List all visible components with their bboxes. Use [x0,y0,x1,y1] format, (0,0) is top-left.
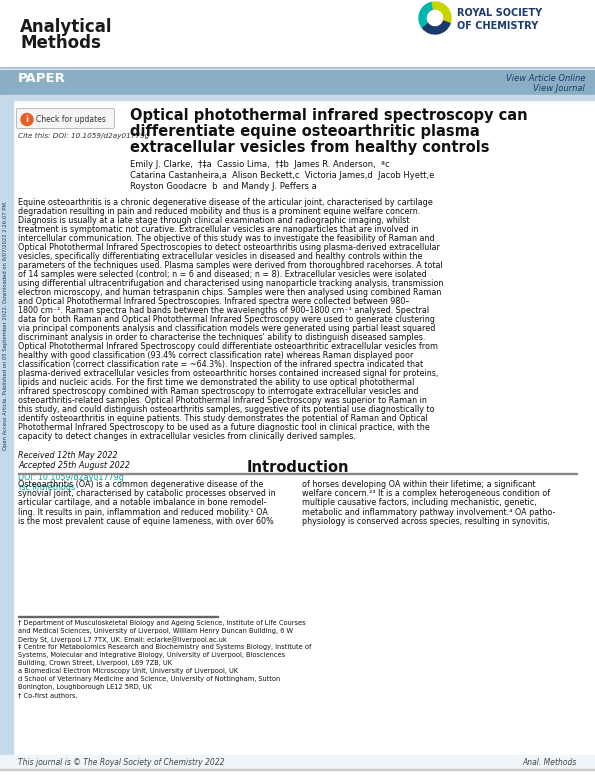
Text: Osteoarthritis (OA) is a common degenerative disease of the: Osteoarthritis (OA) is a common degenera… [18,480,264,489]
Text: † Department of Musculoskeletal Biology and Ageing Science, Institute of Life Co: † Department of Musculoskeletal Biology … [18,620,306,626]
Bar [0,769,595,770]
Text: Accepted 25th August 2022: Accepted 25th August 2022 [18,461,130,470]
Text: Open Access Article. Published on 05 September 2022. Downloaded on 9/07/2022 2:2: Open Access Article. Published on 05 Sep… [4,200,8,449]
Text: of horses developing OA within their lifetime; a significant: of horses developing OA within their lif… [302,480,536,489]
Bar [0,66,595,68]
Text: lipids and nucleic acids. For the first time we demonstrated the ability to use : lipids and nucleic acids. For the first … [18,378,414,387]
Text: Systems, Molecular and Integrative Biology, University of Liverpool, Biosciences: Systems, Molecular and Integrative Biolo… [18,652,285,658]
Text: multiple causative factors, including mechanistic, genetic,: multiple causative factors, including me… [302,498,537,508]
Text: ROYAL SOCIETY: ROYAL SOCIETY [457,8,542,18]
Text: Derby St, Liverpool L7 7TX, UK. Email: eclarke@liverpool.ac.uk: Derby St, Liverpool L7 7TX, UK. Email: e… [18,636,227,643]
Text: 1800 cm⁻¹. Raman spectra had bands between the wavelengths of 900–1800 cm⁻¹ anal: 1800 cm⁻¹. Raman spectra had bands betwe… [18,306,429,315]
Text: Analytical: Analytical [20,18,112,36]
Wedge shape [419,2,433,28]
Text: OF CHEMISTRY: OF CHEMISTRY [457,21,538,31]
Bar [0,755,595,770]
Text: intercellular communication. The objective of this study was to investigate the : intercellular communication. The objecti… [18,234,434,243]
Text: Anal. Methods: Anal. Methods [522,758,577,767]
Text: d School of Veterinary Medicine and Science, University of Nottingham, Sutton: d School of Veterinary Medicine and Scie… [18,676,280,682]
Text: classification (correct classification rate = ~64.3%). Inspection of the infrare: classification (correct classification r… [18,360,423,369]
Text: articular cartilage, and a notable imbalance in bone remodel-: articular cartilage, and a notable imbal… [18,498,267,508]
Text: treatment is symptomatic not curative. Extracellular vesicles are nanoparticles : treatment is symptomatic not curative. E… [18,225,418,234]
Text: Diagnosis is usually at a late stage through clinical examination and radiograph: Diagnosis is usually at a late stage thr… [18,216,409,225]
Text: capacity to detect changes in extracellular vesicles from clinically derived sam: capacity to detect changes in extracellu… [18,432,356,441]
Text: osteoarthritis-related samples. Optical Photothermal Infrared Spectroscopy was s: osteoarthritis-related samples. Optical … [18,396,427,405]
Bar [0,100,13,760]
Text: DOI: 10.1059/d2ay01779g: DOI: 10.1059/d2ay01779g [18,473,124,482]
Text: Cite this: DOI: 10.1059/d2ay01779g: Cite this: DOI: 10.1059/d2ay01779g [18,133,149,139]
Text: this study, and could distinguish osteoarthritis samples, suggestive of its pote: this study, and could distinguish osteoa… [18,405,434,414]
Text: ling. It results in pain, inflammation and reduced mobility.¹ OA: ling. It results in pain, inflammation a… [18,508,268,516]
Bar [18,473,577,474]
Text: metabolic and inflammatory pathway involvement.⁴ OA patho-: metabolic and inflammatory pathway invol… [302,508,555,516]
Text: physiology is conserved across species, resulting in synovitis,: physiology is conserved across species, … [302,517,550,526]
Wedge shape [432,2,451,23]
Text: plasma-derived extracellular vesicles from osteoarthritic horses contained incre: plasma-derived extracellular vesicles fr… [18,369,439,378]
Text: Check for updates: Check for updates [36,115,106,124]
Text: discriminant analysis in order to characterise the techniques' ability to distin: discriminant analysis in order to charac… [18,333,425,342]
Text: a Biomedical Electron Microscopy Unit, University of Liverpool, UK: a Biomedical Electron Microscopy Unit, U… [18,668,238,674]
Text: † Co-first authors.: † Co-first authors. [18,692,77,698]
Text: Equine osteoarthritis is a chronic degenerative disease of the articular joint, : Equine osteoarthritis is a chronic degen… [18,198,433,207]
Text: rsc.li/methods: rsc.li/methods [18,483,75,492]
Text: PAPER: PAPER [18,72,66,85]
Text: Catarina Castanheira,a  Alison Beckett,c  Victoria James,d  Jacob Hyett,e: Catarina Castanheira,a Alison Beckett,c … [130,171,434,180]
Text: Optical photothermal infrared spectroscopy can: Optical photothermal infrared spectrosco… [130,108,528,123]
Text: i: i [26,115,29,124]
Text: Royston Goodacre  b  and Mandy J. Peffers a: Royston Goodacre b and Mandy J. Peffers … [130,182,317,191]
Text: via principal components analysis and classification models were generated using: via principal components analysis and cl… [18,324,436,333]
Circle shape [21,114,33,126]
Text: Optical Photothermal Infrared Spectroscopies to detect osteoarthritis using plas: Optical Photothermal Infrared Spectrosco… [18,243,440,252]
Text: View Article Online: View Article Online [506,74,585,83]
Text: View Journal: View Journal [533,84,585,93]
Text: using differential ultracentrifugation and characterised using nanoparticle trac: using differential ultracentrifugation a… [18,279,443,288]
Text: infrared spectroscopy combined with Raman spectroscopy to interrogate extracellu: infrared spectroscopy combined with Rama… [18,387,418,396]
Text: Emily J. Clarke,  †‡a  Cassio Lima,  †‡b  James R. Anderson,  ªc: Emily J. Clarke, †‡a Cassio Lima, †‡b Ja… [130,160,390,169]
FancyBboxPatch shape [17,108,114,129]
Text: Building, Crown Street, Liverpool, L69 7ZB, UK: Building, Crown Street, Liverpool, L69 7… [18,660,172,666]
Text: Introduction: Introduction [246,460,349,475]
Text: parameters of the techniques used. Plasma samples were derived from thoroughbred: parameters of the techniques used. Plasm… [18,261,443,270]
Text: of 14 samples were selected (control; n = 6 and diseased; n = 8). Extracellular : of 14 samples were selected (control; n … [18,270,427,279]
Text: Photothermal Infrared Spectroscopy to be used as a future diagnostic tool in cli: Photothermal Infrared Spectroscopy to be… [18,423,430,432]
Text: identify osteoarthritis in equine patients. This study demonstrates the potentia: identify osteoarthritis in equine patien… [18,414,428,423]
Text: Received 12th May 2022: Received 12th May 2022 [18,451,118,460]
Text: Bonington, Loughborough LE12 5RD, UK: Bonington, Loughborough LE12 5RD, UK [18,684,152,690]
Text: ‡ Centre for Metabolomics Research and Biochemistry and Systems Biology, Institu: ‡ Centre for Metabolomics Research and B… [18,644,311,650]
Text: extracellular vesicles from healthy controls: extracellular vesicles from healthy cont… [130,140,490,155]
Bar [0,95,595,100]
Text: degradation resulting in pain and reduced mobility and thus is a prominent equin: degradation resulting in pain and reduce… [18,207,420,216]
Text: vesicles, specifically differentiating extracellular vesicles in diseased and he: vesicles, specifically differentiating e… [18,252,422,261]
Text: and Medical Sciences, University of Liverpool, William Henry Duncan Building, 6 : and Medical Sciences, University of Live… [18,628,293,634]
Text: Optical Photothermal Infrared Spectroscopy could differentiate osteoarthritic ex: Optical Photothermal Infrared Spectrosco… [18,342,438,351]
Text: synovial joint, characterised by catabolic processes observed in: synovial joint, characterised by catabol… [18,489,275,498]
Text: and Optical Photothermal Infrared Spectroscopies. Infrared spectra were collecte: and Optical Photothermal Infrared Spectr… [18,297,409,306]
Text: This journal is © The Royal Society of Chemistry 2022: This journal is © The Royal Society of C… [18,758,224,767]
Text: differentiate equine osteoarthritic plasma: differentiate equine osteoarthritic plas… [130,124,480,139]
Text: healthy with good classification (93.4% correct classification rate) whereas Ram: healthy with good classification (93.4% … [18,351,414,360]
Text: electron microscopy, and human tetraspanin chips. Samples were then analysed usi: electron microscopy, and human tetraspan… [18,288,441,297]
Text: is the most prevalent cause of equine lameness, with over 60%: is the most prevalent cause of equine la… [18,517,274,526]
Wedge shape [422,21,450,34]
Text: Methods: Methods [20,34,101,52]
Bar [0,70,595,95]
Text: data for both Raman and Optical Photothermal Infrared Spectroscopy were used to : data for both Raman and Optical Photothe… [18,315,435,324]
Text: welfare concern.²³ It is a complex heterogeneous condition of: welfare concern.²³ It is a complex heter… [302,489,550,498]
